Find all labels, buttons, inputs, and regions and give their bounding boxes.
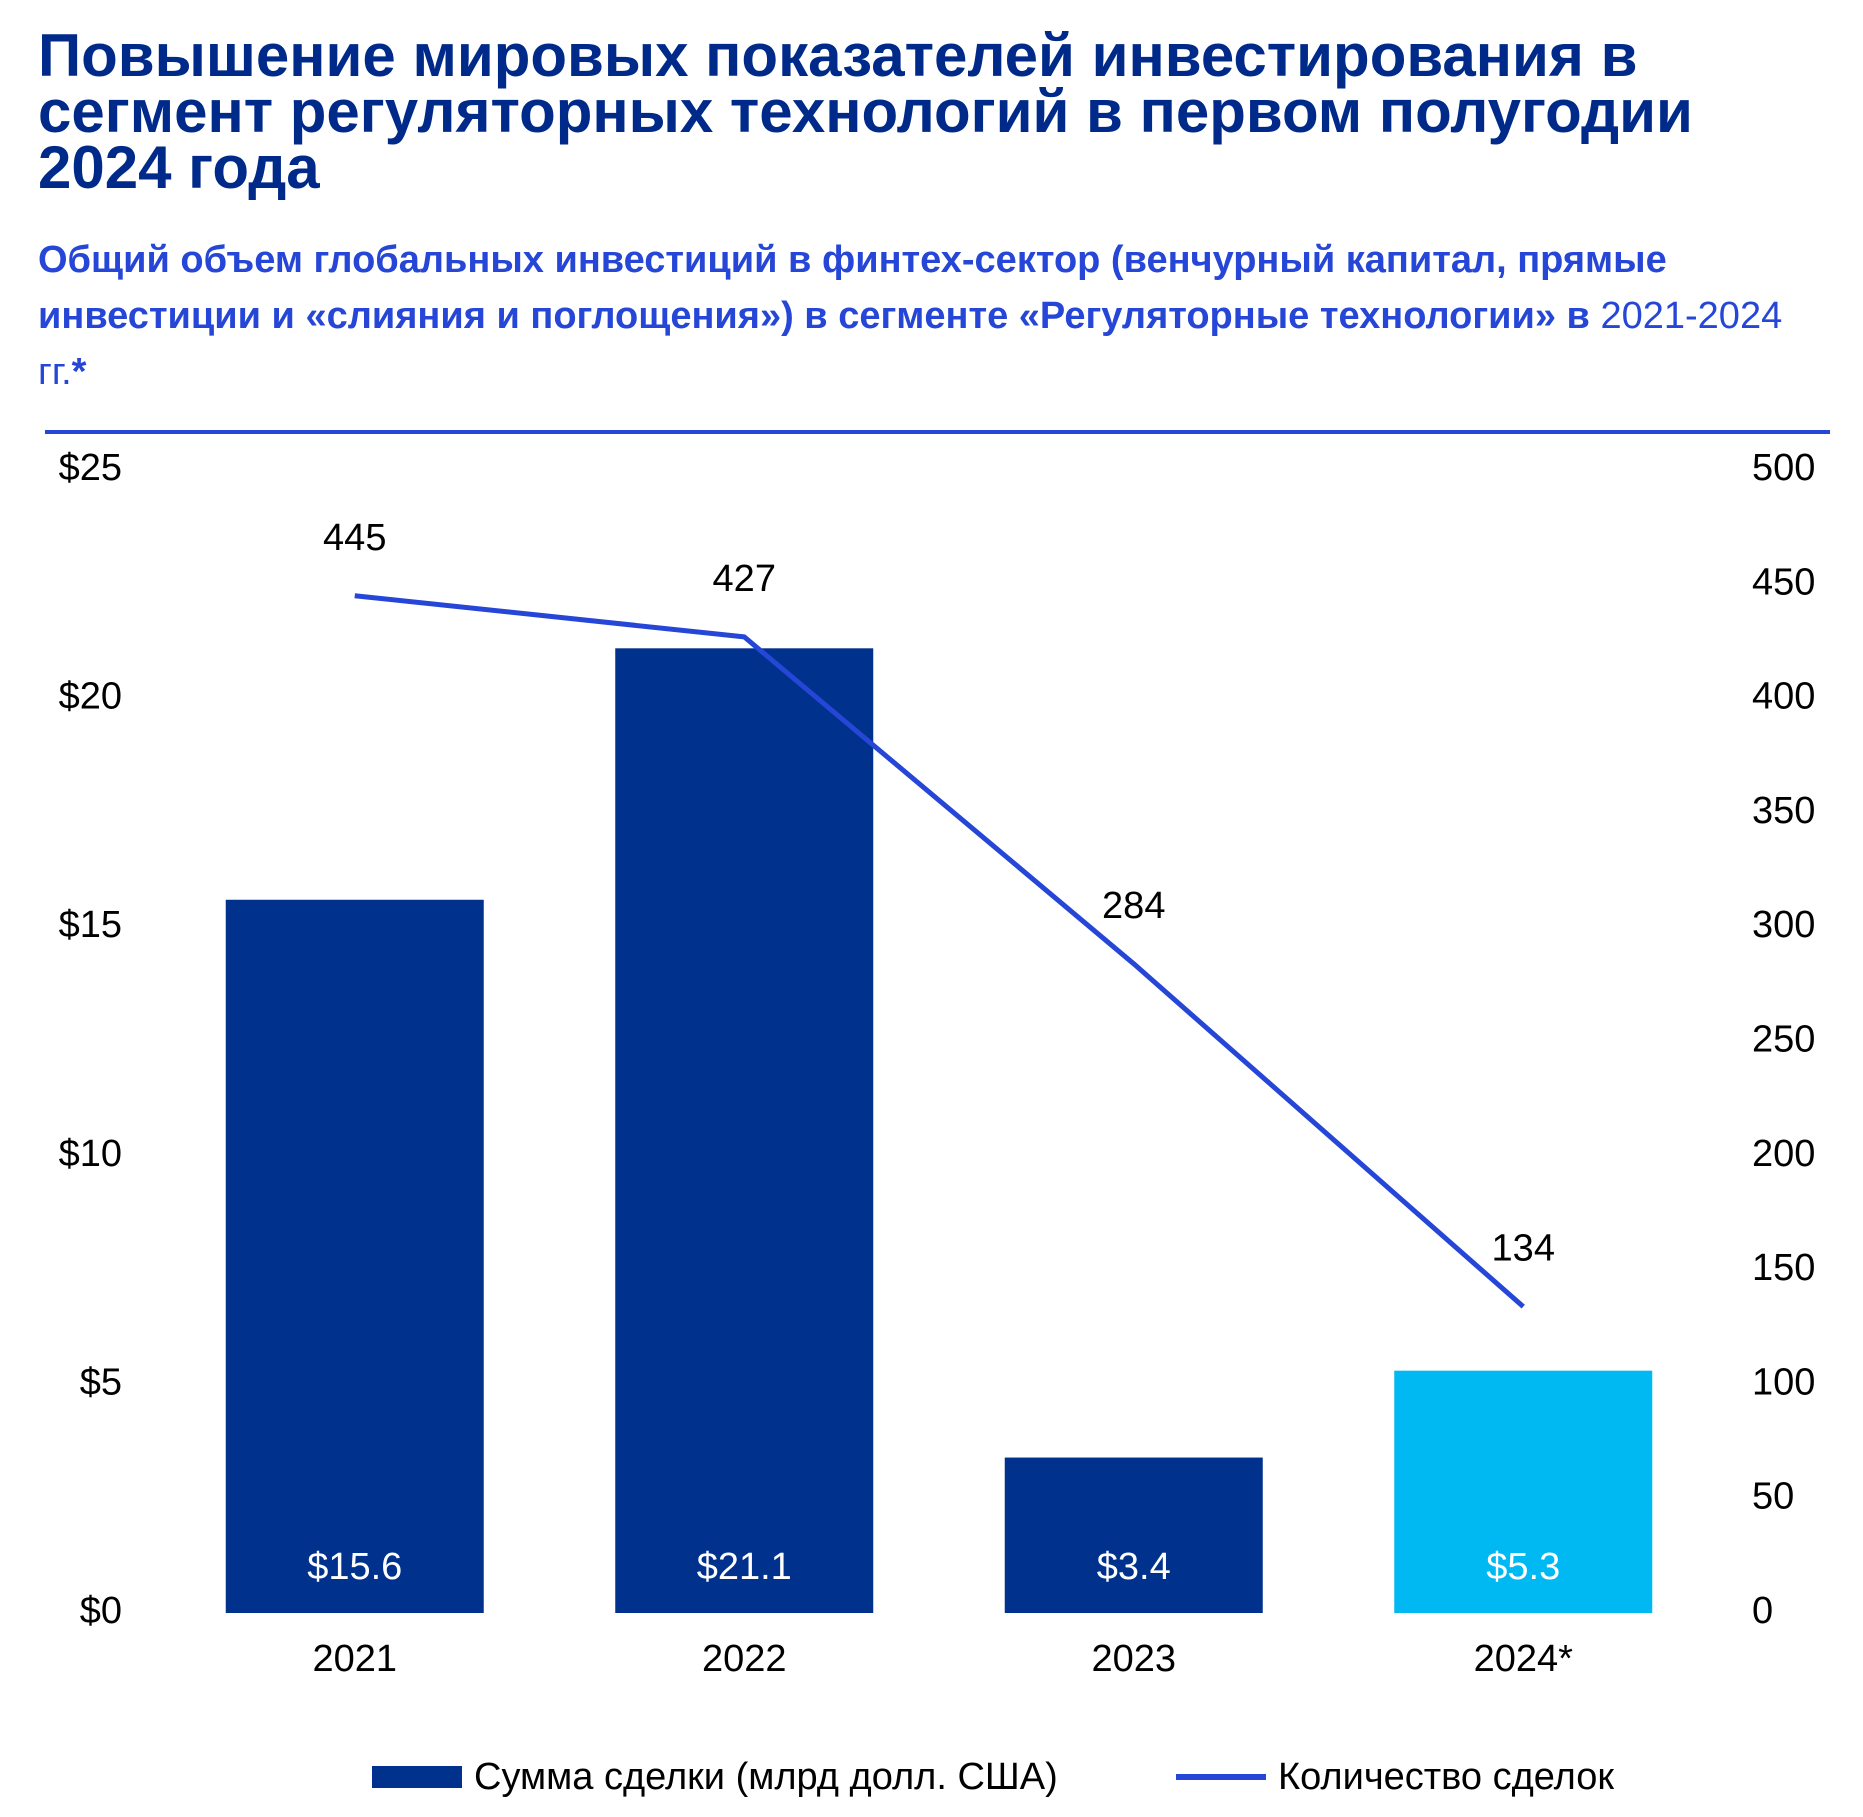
line-value-label: 134 (1492, 1228, 1555, 1270)
subtitle-bold-text: Общий объем глобальных инвестиций в финт… (38, 239, 1667, 337)
bar-value-label: $15.6 (307, 1546, 402, 1588)
x-category-label: 2023 (1091, 1638, 1176, 1680)
y-left-tick-label: $20 (59, 676, 122, 718)
legend-label-deal-amount: Сумма сделки (млрд долл. США) (474, 1755, 1058, 1798)
y-left-tick-label: $15 (59, 904, 122, 946)
y-right-tick-label: 450 (1752, 561, 1815, 603)
y-right-tick-label: 50 (1752, 1476, 1794, 1518)
bar-value-label: $5.3 (1486, 1546, 1560, 1588)
bar-2021 (225, 899, 484, 1613)
bar-value-label: $3.4 (1097, 1546, 1171, 1588)
bar-2024 (1394, 1370, 1653, 1613)
legend-swatch-line (1176, 1774, 1266, 1780)
y-right-tick-label: 350 (1752, 790, 1815, 832)
y-left-tick-label: $10 (59, 1133, 122, 1175)
x-category-label: 2022 (702, 1638, 787, 1680)
y-right-tick-label: 200 (1752, 1133, 1815, 1175)
chart-legend: Сумма сделки (млрд долл. США) Количество… (0, 1752, 1863, 1802)
y-right-tick-label: 300 (1752, 904, 1815, 946)
y-right-tick-label: 250 (1752, 1019, 1815, 1061)
y-right-tick-label: 400 (1752, 676, 1815, 718)
y-left-tick-label: $25 (59, 447, 122, 489)
legend-swatch-bar (372, 1766, 462, 1788)
bar-2023 (1004, 1457, 1263, 1613)
subtitle-period-text: 2021-2024 гг. (38, 295, 1783, 393)
chart-title: Повышение мировых показателей инвестиров… (38, 22, 1693, 201)
legend-item-deal-amount: Сумма сделки (млрд долл. США) (372, 1752, 1058, 1802)
y-right-tick-label: 150 (1752, 1247, 1815, 1289)
y-right-tick-label: 500 (1752, 447, 1815, 489)
chart-subtitle: Общий объем глобальных инвестиций в финт… (38, 232, 1838, 400)
subtitle-footnote-marker: * (71, 351, 87, 393)
header-divider (45, 430, 1830, 434)
line-value-label: 445 (323, 517, 386, 559)
y-left-tick-label: $0 (80, 1590, 122, 1632)
x-category-label: 2024* (1474, 1638, 1574, 1680)
line-value-label: 427 (713, 558, 776, 600)
x-category-label: 2021 (312, 1638, 397, 1680)
bar-2022 (615, 648, 874, 1613)
deal-count-line (354, 593, 1525, 1309)
combo-chart: $0 $5 $10 $15 $20 $25 0 50 100 150 200 250 300 350 400… (59, 447, 1816, 1680)
y-left-tick-label: $5 (80, 1361, 122, 1403)
line-value-label: 284 (1102, 885, 1165, 927)
y-right-tick-label: 100 (1752, 1361, 1815, 1403)
bar-value-label: $21.1 (697, 1546, 792, 1588)
legend-label-deal-count: Количество сделок (1278, 1755, 1615, 1798)
y-right-tick-label: 0 (1752, 1590, 1773, 1632)
legend-item-deal-count: Количество сделок (1176, 1752, 1614, 1802)
